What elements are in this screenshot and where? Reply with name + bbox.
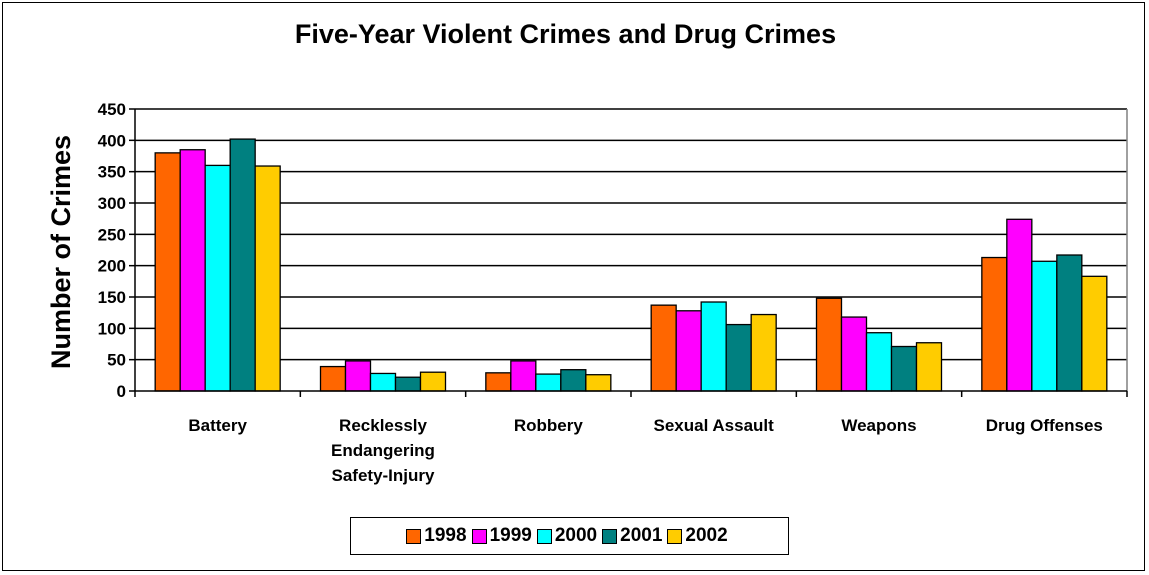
chart-title: Five-Year Violent Crimes and Drug Crimes bbox=[294, 19, 837, 49]
legend-swatch bbox=[471, 528, 487, 544]
category-label: Weapons bbox=[841, 416, 916, 435]
category-label: Safety-Injury bbox=[332, 466, 436, 485]
legend-item-2002: 2002 bbox=[667, 525, 728, 547]
y-tick-label: 50 bbox=[107, 351, 126, 370]
legend-item-1998: 1998 bbox=[406, 525, 467, 547]
bar-2002-5 bbox=[1081, 275, 1108, 392]
legend-swatch bbox=[536, 528, 552, 544]
legend-item-1999: 1999 bbox=[471, 525, 532, 547]
bar-2002-2 bbox=[585, 374, 612, 392]
bar-1999-0 bbox=[179, 149, 206, 392]
bar-1999-3 bbox=[675, 310, 702, 392]
bar-2000-5 bbox=[1031, 260, 1058, 392]
legend-label: 2000 bbox=[554, 525, 598, 546]
y-tick-label: 300 bbox=[98, 194, 126, 213]
y-tick-label: 100 bbox=[98, 319, 126, 338]
y-tick-label: 350 bbox=[98, 163, 126, 182]
legend-item-2001: 2001 bbox=[602, 525, 662, 547]
legend-swatch bbox=[667, 528, 683, 544]
bar-2002-4 bbox=[915, 342, 943, 392]
category-label: Sexual Assault bbox=[654, 416, 775, 435]
bar-2001-5 bbox=[1056, 254, 1083, 392]
category-label: Robbery bbox=[514, 416, 584, 435]
category-label: Battery bbox=[188, 416, 247, 435]
y-tick-label: 450 bbox=[98, 100, 126, 119]
legend-label: 2001 bbox=[620, 525, 663, 546]
bar-1998-0 bbox=[154, 152, 181, 392]
bar-2001-3 bbox=[725, 323, 752, 392]
legend-item-2000: 2000 bbox=[536, 525, 598, 547]
bar-2001-4 bbox=[890, 345, 918, 392]
bar-1999-5 bbox=[1006, 218, 1033, 392]
bar-2001-0 bbox=[229, 138, 256, 392]
bar-1998-3 bbox=[650, 304, 677, 392]
bar-1999-1 bbox=[344, 360, 372, 392]
bar-2000-4 bbox=[865, 332, 893, 392]
y-tick-label: 250 bbox=[98, 225, 126, 244]
bar-2001-1 bbox=[394, 376, 422, 392]
bar-2002-0 bbox=[254, 165, 281, 392]
bar-1998-4 bbox=[815, 297, 843, 392]
bar-2001-2 bbox=[560, 369, 587, 392]
bar-1999-2 bbox=[510, 360, 537, 392]
legend-swatch bbox=[406, 528, 422, 544]
y-tick-label: 0 bbox=[117, 382, 126, 401]
category-label: Endangering bbox=[331, 441, 435, 460]
bar-2002-3 bbox=[750, 313, 777, 392]
legend-label: 1999 bbox=[489, 525, 532, 546]
y-tick-label: 150 bbox=[98, 288, 126, 307]
bar-2000-2 bbox=[535, 373, 562, 392]
bar-2000-3 bbox=[700, 301, 727, 392]
category-label: Drug Offenses bbox=[986, 416, 1103, 435]
bar-chart: 0 50 100 150 200 250 300 350 400 450 Battery Reckle… bbox=[98, 100, 1128, 485]
y-tick-label: 200 bbox=[98, 257, 126, 276]
legend-swatch bbox=[602, 528, 618, 544]
bar-1998-5 bbox=[981, 256, 1008, 392]
legend-label: 2002 bbox=[685, 525, 728, 546]
bar-1998-1 bbox=[319, 365, 347, 392]
bar-1999-4 bbox=[840, 316, 868, 392]
bar-1998-2 bbox=[485, 372, 512, 392]
legend: 1998 1999 2000 2001 2002 bbox=[350, 517, 789, 555]
y-axis-label: Number of Crimes bbox=[46, 134, 76, 370]
y-tick-label: 400 bbox=[98, 131, 126, 150]
bar-2000-0 bbox=[204, 164, 231, 392]
bar-2000-1 bbox=[369, 372, 397, 392]
legend-label: 1998 bbox=[424, 525, 467, 546]
bar-2002-1 bbox=[419, 371, 447, 392]
category-label: Recklessly bbox=[339, 416, 427, 435]
